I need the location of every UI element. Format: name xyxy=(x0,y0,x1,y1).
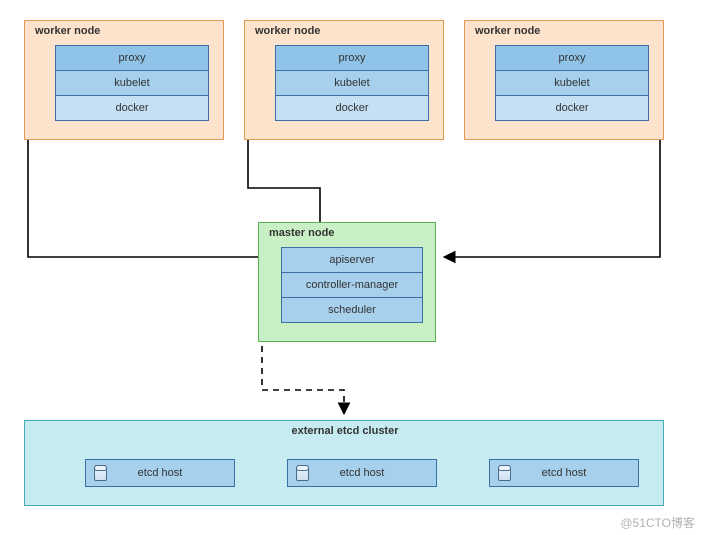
worker-node-2-title: worker node xyxy=(473,25,655,37)
component-proxy: proxy xyxy=(55,45,209,71)
master-node: master node apiservercontroller-managersc… xyxy=(258,222,436,342)
component-docker: docker xyxy=(55,95,209,121)
edge-master_to_etcd_dashed xyxy=(262,330,344,414)
component-scheduler: scheduler xyxy=(281,297,423,323)
component-proxy: proxy xyxy=(495,45,649,71)
etcd-host-2: etcd host xyxy=(489,459,639,487)
component-docker: docker xyxy=(495,95,649,121)
etcd-host-1: etcd host xyxy=(287,459,437,487)
database-icon xyxy=(498,465,511,481)
component-kubelet: kubelet xyxy=(495,70,649,96)
component-proxy: proxy xyxy=(275,45,429,71)
database-icon xyxy=(94,465,107,481)
worker-node-1: worker node proxykubeletdocker xyxy=(244,20,444,140)
component-apiserver: apiserver xyxy=(281,247,423,273)
worker-node-2: worker node proxykubeletdocker xyxy=(464,20,664,140)
component-controller-manager: controller-manager xyxy=(281,272,423,298)
etcd-cluster: external etcd cluster etcd host etcd host e… xyxy=(24,420,664,506)
worker-node-0: worker node proxykubeletdocker xyxy=(24,20,224,140)
master-node-title: master node xyxy=(267,227,427,239)
watermark: @51CTO博客 xyxy=(620,514,695,531)
etcd-host-0: etcd host xyxy=(85,459,235,487)
diagram-canvas: @51CTO博客 worker nodeproxykubeletdockerwo… xyxy=(0,0,701,535)
etcd-cluster-title: external etcd cluster xyxy=(33,425,655,437)
component-kubelet: kubelet xyxy=(275,70,429,96)
etcd-host-label: etcd host xyxy=(542,467,587,479)
worker-node-0-title: worker node xyxy=(33,25,215,37)
etcd-host-label: etcd host xyxy=(138,467,183,479)
component-docker: docker xyxy=(275,95,429,121)
worker-node-1-title: worker node xyxy=(253,25,435,37)
database-icon xyxy=(296,465,309,481)
etcd-host-label: etcd host xyxy=(340,467,385,479)
component-kubelet: kubelet xyxy=(55,70,209,96)
